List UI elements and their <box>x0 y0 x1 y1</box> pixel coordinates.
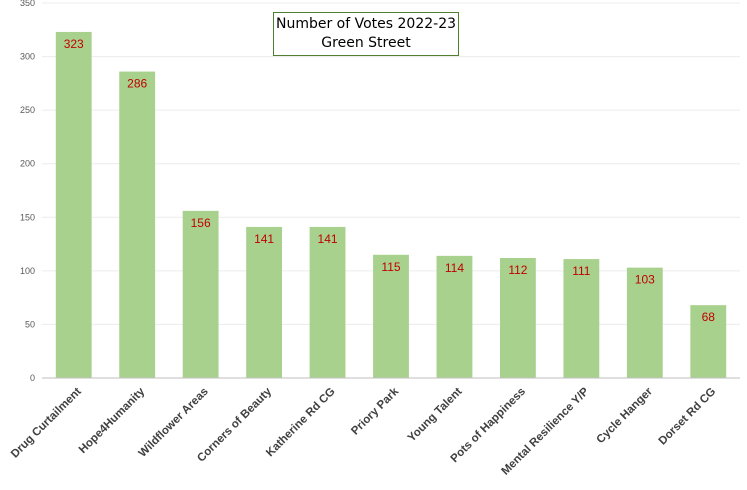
category-label: Cycle Hanger <box>594 385 655 446</box>
data-label: 115 <box>381 260 400 274</box>
y-tick-label: 50 <box>25 319 35 329</box>
y-tick-label: 100 <box>20 266 35 276</box>
data-label: 103 <box>635 273 655 287</box>
category-label: Young Talent <box>406 386 465 445</box>
bar <box>436 255 473 378</box>
bar <box>119 71 156 379</box>
y-tick-label: 250 <box>20 105 35 115</box>
y-tick-label: 150 <box>20 212 35 222</box>
category-label: Katherine Rd CG <box>264 386 338 460</box>
data-label: 141 <box>318 232 338 246</box>
bar <box>563 259 600 378</box>
data-label: 112 <box>508 263 527 277</box>
y-tick-label: 350 <box>20 0 35 8</box>
bar <box>499 258 536 378</box>
data-labels: 323 286 156 141 141 115 114 112 111 103 68 <box>64 37 716 324</box>
bars <box>55 31 727 379</box>
chart-title-box: Number of Votes 2022-23 Green Street <box>273 12 459 56</box>
y-tick-label: 300 <box>20 52 35 62</box>
category-label: Dorset Rd CG <box>657 386 719 448</box>
bar <box>626 267 663 378</box>
category-labels: Drug CurtailmentHope4HumanityWildflower … <box>9 385 718 477</box>
bar <box>182 210 219 378</box>
category-label: Priory Park <box>349 385 401 437</box>
bar <box>309 226 346 378</box>
bar <box>55 31 92 379</box>
y-tick-label: 0 <box>30 373 35 383</box>
y-axis-ticks: 0 50 100 150 200 250 300 350 <box>20 0 35 383</box>
bar <box>373 254 409 378</box>
data-label: 111 <box>572 264 591 278</box>
category-label: Wildflower Areas <box>137 386 211 460</box>
data-label: 323 <box>64 37 84 51</box>
chart-subtitle: Green Street <box>321 35 411 51</box>
data-label: 68 <box>702 310 716 324</box>
data-label: 114 <box>445 261 464 275</box>
data-label: 286 <box>127 77 147 91</box>
chart-title: Number of Votes 2022-23 <box>275 16 457 32</box>
category-label: Hope4Humanity <box>77 385 148 456</box>
category-label: Drug Curtailment <box>9 386 84 461</box>
data-label: 156 <box>191 216 211 230</box>
data-label: 141 <box>254 232 274 246</box>
bar <box>690 305 727 378</box>
gridlines <box>42 2 740 325</box>
bar <box>246 226 283 378</box>
y-tick-label: 200 <box>20 159 35 169</box>
